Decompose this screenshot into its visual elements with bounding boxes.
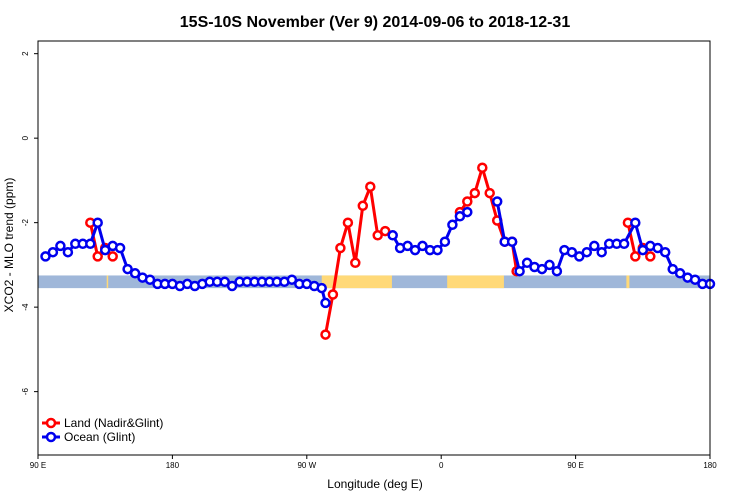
data-point	[372, 230, 383, 241]
data-point	[226, 280, 238, 292]
data-point	[219, 276, 230, 288]
data-point	[432, 244, 443, 256]
y-axis: 2 0 -2 -4 -6	[21, 51, 38, 395]
data-point	[469, 187, 481, 199]
data-point	[439, 236, 451, 247]
data-point	[122, 263, 133, 275]
data-point	[320, 329, 331, 340]
series-line	[458, 162, 519, 272]
data-point	[689, 274, 701, 285]
data-point	[536, 263, 548, 275]
land-strip-segment	[321, 275, 392, 289]
data-point	[286, 274, 298, 285]
land-strip-segment	[447, 275, 504, 289]
data-point	[387, 230, 398, 241]
data-point	[409, 244, 421, 256]
data-point	[402, 240, 413, 252]
data-point	[637, 244, 649, 256]
y-tick-label: -4	[21, 303, 30, 311]
data-point	[55, 240, 66, 252]
data-point	[659, 246, 671, 258]
x-axis: 90 E 180 90 W 0 90 E 180	[30, 455, 717, 470]
data-point	[596, 246, 607, 258]
data-point	[350, 257, 361, 269]
chart-title: 15S-10S November (Ver 9) 2014-09-06 to 2…	[180, 14, 571, 31]
data-point	[144, 274, 156, 285]
x-tick-label: 180	[703, 461, 717, 470]
land-strip-segment	[106, 275, 109, 289]
legend: Land (Nadir&Glint)Ocean (Glint)	[42, 416, 163, 444]
data-point	[630, 251, 641, 262]
data-point	[417, 240, 428, 252]
data-point	[674, 268, 686, 279]
x-tick-label: 90 W	[297, 461, 316, 470]
data-point	[62, 246, 74, 258]
x-tick-label: 180	[166, 461, 180, 470]
y-tick-label: -6	[21, 388, 30, 396]
data-point	[645, 251, 656, 262]
plot-frame	[37, 40, 711, 456]
data-point	[491, 196, 503, 207]
y-tick-label: 0	[21, 135, 30, 140]
data-point	[335, 242, 346, 254]
data-point	[447, 219, 458, 231]
data-point	[566, 246, 578, 258]
legend-marker	[45, 431, 57, 443]
data-point	[342, 217, 354, 228]
data-point	[92, 217, 103, 228]
data-point	[85, 238, 96, 250]
data-point	[320, 297, 331, 309]
data-point	[92, 251, 103, 262]
x-tick-label: 90 E	[30, 461, 46, 470]
data-point	[574, 251, 585, 262]
data-point	[506, 236, 518, 247]
data-point	[379, 225, 391, 237]
data-point	[544, 259, 555, 271]
data-point	[462, 196, 473, 207]
data-point	[327, 289, 339, 300]
land-strip-segment	[626, 275, 630, 289]
data-point	[667, 263, 678, 275]
data-point	[107, 251, 118, 262]
series-layer	[40, 162, 716, 340]
data-point	[630, 217, 641, 228]
data-point	[521, 257, 533, 269]
data-point	[114, 242, 126, 254]
data-point	[47, 246, 59, 258]
series-line	[44, 217, 327, 304]
legend-entry: Ocean (Glint)	[64, 430, 135, 444]
data-point	[551, 265, 563, 277]
y-tick-label: 2	[21, 51, 30, 56]
y-tick-label: -2	[21, 219, 30, 227]
data-point	[365, 181, 376, 192]
data-point	[316, 282, 327, 294]
y-axis-label: XCO2 - MLO trend (ppm)	[2, 178, 16, 313]
data-point	[484, 187, 495, 199]
data-point	[357, 200, 369, 212]
x-axis-label: Longitude (deg E)	[327, 477, 422, 491]
x-tick-label: 90 E	[567, 461, 583, 470]
data-point	[589, 240, 600, 252]
data-point	[462, 206, 473, 218]
data-point	[652, 242, 663, 254]
x-tick-label: 0	[439, 461, 444, 470]
data-point	[618, 238, 630, 250]
data-point	[129, 268, 141, 279]
data-point	[581, 246, 593, 258]
data-point	[99, 244, 111, 256]
data-point	[477, 162, 488, 173]
data-point	[40, 251, 51, 262]
legend-marker	[45, 417, 57, 429]
legend-entry: Land (Nadir&Glint)	[64, 416, 163, 430]
data-point	[454, 211, 466, 222]
data-point	[514, 265, 525, 277]
